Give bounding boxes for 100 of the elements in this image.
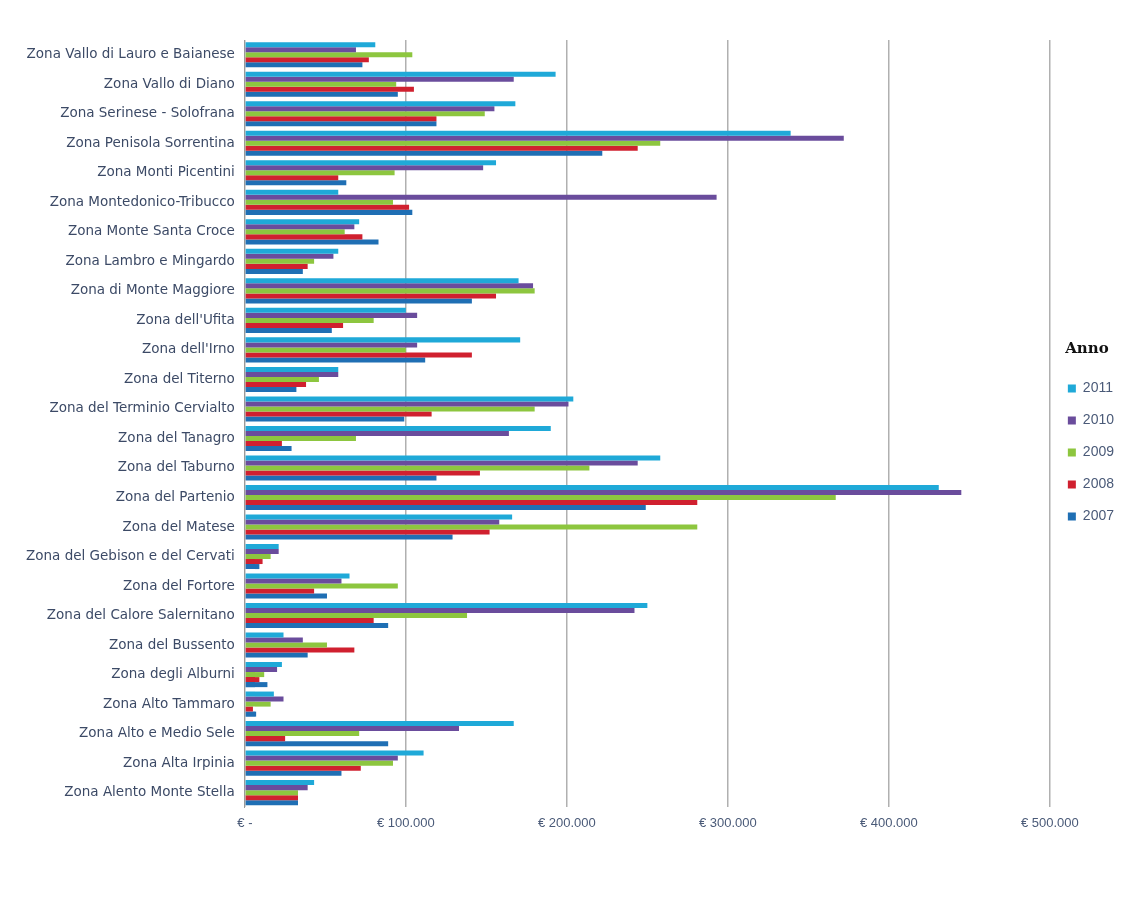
y-tick-label: Zona Penisola Sorrentina bbox=[66, 133, 235, 150]
bar bbox=[245, 268, 303, 274]
y-tick-label: Zona Vallo di Lauro e Baianese bbox=[26, 45, 235, 62]
bar bbox=[245, 327, 332, 333]
bar bbox=[245, 800, 298, 806]
legend-label: 2009 bbox=[1082, 443, 1115, 460]
bar bbox=[245, 662, 282, 668]
bar bbox=[245, 726, 459, 732]
bar bbox=[245, 283, 534, 289]
bar bbox=[245, 790, 298, 796]
bar bbox=[245, 116, 437, 122]
bar bbox=[245, 347, 406, 353]
bar bbox=[245, 706, 253, 712]
bar bbox=[245, 145, 638, 151]
bar bbox=[245, 435, 356, 441]
bar bbox=[245, 524, 698, 530]
bar bbox=[245, 71, 556, 77]
bar bbox=[245, 322, 344, 328]
bar bbox=[245, 263, 308, 269]
bar bbox=[245, 135, 844, 141]
bar bbox=[245, 170, 395, 176]
bar bbox=[245, 711, 257, 717]
bar bbox=[245, 484, 939, 490]
bar bbox=[245, 667, 278, 673]
bar bbox=[245, 701, 271, 707]
x-tick-label: € 200.000 bbox=[537, 814, 596, 830]
bar bbox=[245, 440, 282, 446]
bar bbox=[245, 307, 406, 313]
bar bbox=[245, 750, 424, 756]
bar bbox=[245, 430, 509, 436]
bar bbox=[245, 342, 418, 348]
bar bbox=[245, 785, 308, 791]
bar bbox=[245, 204, 410, 210]
bar bbox=[245, 755, 398, 761]
bar bbox=[245, 514, 513, 520]
legend-label: 2011 bbox=[1082, 379, 1114, 396]
bar bbox=[245, 406, 535, 412]
bar bbox=[245, 460, 638, 466]
bar bbox=[245, 209, 413, 215]
bar bbox=[245, 81, 397, 87]
bar bbox=[245, 475, 437, 481]
bar bbox=[245, 293, 497, 299]
legend-label: 2010 bbox=[1082, 411, 1115, 428]
bar bbox=[245, 258, 315, 264]
y-tick-label: Zona Serinese - Solofrana bbox=[60, 104, 235, 121]
bar bbox=[245, 76, 514, 82]
x-tick-label: € 300.000 bbox=[698, 814, 757, 830]
bar bbox=[245, 411, 432, 417]
bar bbox=[245, 312, 418, 318]
bar bbox=[245, 534, 453, 540]
bar bbox=[245, 603, 648, 609]
bar bbox=[245, 199, 393, 205]
y-tick-label: Zona del Bussento bbox=[109, 635, 235, 652]
bar bbox=[245, 505, 646, 511]
bar bbox=[245, 86, 414, 92]
bar bbox=[245, 672, 265, 678]
bar bbox=[245, 337, 521, 343]
legend-title: Anno bbox=[1064, 338, 1109, 357]
bar bbox=[245, 130, 791, 136]
bar bbox=[245, 554, 271, 560]
bar bbox=[245, 401, 569, 407]
bar bbox=[245, 121, 437, 127]
bar bbox=[245, 253, 334, 259]
bar bbox=[245, 42, 376, 48]
bar bbox=[245, 780, 315, 786]
bar bbox=[245, 578, 342, 584]
bar bbox=[245, 489, 962, 495]
bar bbox=[245, 652, 308, 658]
bar bbox=[245, 357, 426, 363]
bar bbox=[245, 548, 279, 555]
bar bbox=[245, 160, 497, 166]
bar bbox=[245, 564, 260, 570]
bar bbox=[245, 57, 369, 63]
bar bbox=[245, 106, 495, 112]
bar bbox=[245, 731, 360, 737]
bar bbox=[245, 288, 535, 294]
bar bbox=[245, 229, 345, 235]
bar bbox=[245, 298, 472, 304]
bar bbox=[245, 500, 698, 506]
bar bbox=[245, 760, 393, 766]
y-tick-label: Zona di Monte Maggiore bbox=[70, 281, 235, 298]
bar bbox=[245, 91, 398, 97]
bar bbox=[245, 647, 355, 653]
bar bbox=[245, 175, 339, 181]
y-tick-label: Zona Alto Tammaro bbox=[103, 694, 235, 711]
bar bbox=[245, 194, 717, 200]
y-tick-label: Zona Alta Irpinia bbox=[122, 753, 235, 770]
bar bbox=[245, 224, 355, 230]
bar bbox=[245, 165, 484, 171]
y-tick-label: Zona Alento Monte Stella bbox=[64, 783, 235, 800]
y-tick-label: Zona del Taburno bbox=[117, 458, 235, 475]
bar bbox=[245, 465, 590, 471]
bar bbox=[245, 593, 327, 599]
bar bbox=[245, 376, 319, 382]
y-tick-label: Zona del Tanagro bbox=[118, 428, 235, 445]
bar bbox=[245, 736, 286, 742]
y-tick-label: Zona del Partenio bbox=[115, 487, 235, 504]
y-tick-label: Zona Lambro e Mingardo bbox=[65, 251, 235, 268]
bar bbox=[245, 140, 661, 146]
y-tick-label: Zona dell'Ufita bbox=[136, 310, 235, 327]
